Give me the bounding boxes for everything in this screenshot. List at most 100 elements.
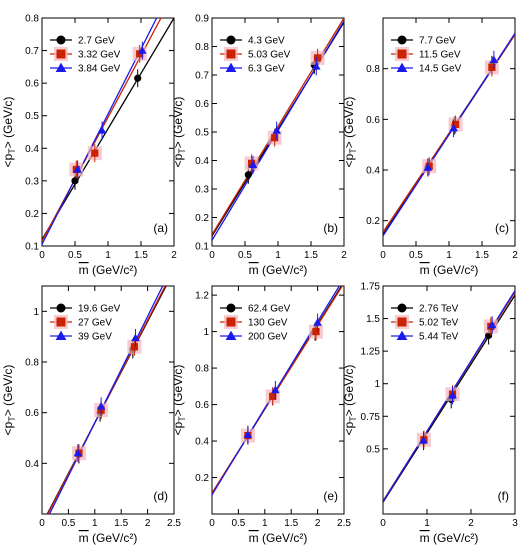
legend-marker	[226, 303, 236, 313]
y-tick-label: 0.7	[25, 46, 39, 57]
x-tick-label: 1.5	[284, 518, 298, 529]
legend-marker	[56, 303, 66, 313]
x-tick-label: 1	[424, 518, 430, 529]
y-axis-label-head: <p	[342, 153, 356, 167]
legend-entry: 5.02 TeV	[419, 318, 459, 329]
y-axis-label-head: <p	[171, 153, 185, 167]
x-axis-label-unit: (GeV/c²)	[89, 531, 138, 545]
panel-4: 0 0.5 1 1.5 2 2.5 0.4 0.6 0.8 1 19.6 GeV 27 GeV 39 G…	[1, 285, 181, 545]
y-tick-label: 0.4	[25, 459, 39, 470]
data-point	[71, 177, 79, 185]
legend-entry: 2.76 TeV	[419, 304, 459, 315]
x-axis-label-unit: (GeV/c²)	[259, 531, 308, 545]
x-tick-label: 0.5	[68, 250, 82, 261]
x-axis-label-symbol: m	[79, 531, 89, 545]
legend-entry: 3.32 GeV	[78, 50, 121, 61]
legend-entry: 3.84 GeV	[78, 64, 121, 75]
x-tick-label: 0	[209, 250, 215, 261]
data-point	[248, 160, 258, 168]
x-tick-label: 2	[512, 250, 518, 261]
y-tick-label: 0.2	[366, 216, 380, 227]
legend-marker	[55, 62, 67, 73]
data-point	[138, 46, 147, 54]
y-tick-label: 0.7	[195, 71, 209, 82]
y-axis-label: <pT> (GeV/c)	[1, 97, 17, 168]
data-point	[244, 171, 252, 179]
y-axis-label-head: <p	[1, 421, 15, 435]
legend-entry: 130 GeV	[248, 318, 288, 329]
panel-tag: (e)	[323, 489, 338, 503]
legend-entry: 39 GeV	[78, 332, 112, 343]
legend-marker	[226, 49, 236, 59]
panel-3: 0 0.5 1 1.5 2 0.2 0.4 0.6 0.8 7.7 GeV 11.5 GeV 14.5…	[342, 17, 518, 277]
legend-entry: 5.44 TeV	[419, 332, 459, 343]
y-tick-label: 1.75	[361, 282, 381, 293]
data-point	[312, 328, 320, 336]
x-tick-label: 0.5	[409, 250, 423, 261]
y-tick-label: 0.5	[25, 111, 39, 122]
legend-marker	[397, 317, 407, 327]
y-tick-label: 0.2	[195, 473, 209, 484]
panel-tag: (d)	[153, 489, 168, 503]
y-tick-label: 0.6	[195, 400, 209, 411]
data-point	[487, 320, 497, 329]
y-tick-label: 0.1	[195, 242, 209, 253]
data-point	[136, 50, 144, 58]
x-axis-label-unit: (GeV/c²)	[259, 263, 308, 277]
y-axis-label-subscript: T	[7, 416, 17, 422]
y-axis-label-head: <p	[342, 421, 356, 435]
legend-marker	[397, 35, 407, 45]
y-tick-label: 0.2	[25, 209, 39, 220]
y-axis-label-tail: > (GeV/c)	[1, 365, 15, 417]
fit-line-1	[42, 18, 174, 240]
legend-marker	[397, 49, 407, 59]
data-point	[448, 391, 457, 399]
data-point	[423, 163, 433, 171]
x-axis-label-symbol: m	[79, 263, 89, 277]
legend-marker	[397, 303, 407, 313]
legend-entry: 27 GeV	[78, 318, 112, 329]
y-tick-label: 0.3	[195, 185, 209, 196]
y-tick-label: 0.8	[195, 42, 209, 53]
fit-line-3	[212, 286, 341, 496]
legend-marker	[226, 35, 236, 45]
y-tick-label: 0.4	[366, 166, 380, 177]
data-point	[311, 62, 321, 70]
y-tick-label: 0.75	[361, 412, 381, 423]
x-axis-label: m (GeV/c²)	[420, 531, 479, 545]
data-point	[243, 430, 253, 438]
y-axis-label: <pT> (GeV/c)	[171, 97, 187, 168]
legend-entry: 5.03 GeV	[248, 50, 291, 61]
data-point	[419, 436, 428, 444]
fit-lines	[46, 286, 167, 514]
legend-marker	[56, 49, 66, 59]
x-tick-label: 0	[39, 518, 45, 529]
x-tick-label: 1	[262, 518, 268, 529]
x-axis-label-unit: (GeV/c²)	[89, 263, 138, 277]
x-tick-label: 2	[315, 518, 321, 529]
y-tick-label: 0.6	[25, 79, 39, 90]
x-axis-label-symbol: m	[249, 531, 259, 545]
data-point	[271, 134, 279, 142]
data-point	[452, 120, 460, 128]
y-tick-label: 0.4	[195, 156, 209, 167]
x-tick-label: 1.5	[134, 250, 148, 261]
x-axis-label-symbol: m	[420, 263, 430, 277]
plot-frame	[41, 285, 175, 515]
y-axis-label-tail: > (GeV/c)	[1, 97, 15, 149]
data-point	[449, 123, 458, 132]
data-point	[131, 333, 140, 342]
x-tick-label: 2	[468, 518, 474, 529]
panel-6: 0 1 2 3 0.5 0.75 1 1.25 1.5 1.75 2.76 TeV 5.02 TeV 5…	[342, 282, 518, 546]
y-axis-label-subscript: T	[177, 416, 187, 422]
y-axis-label: <pT> (GeV/c)	[342, 97, 358, 168]
y-axis-label-subscript: T	[177, 148, 187, 154]
x-axis-label: m (GeV/c²)	[420, 263, 479, 277]
y-axis-label-tail: > (GeV/c)	[171, 365, 185, 417]
data-point	[272, 126, 281, 134]
x-axis-label-unit: (GeV/c²)	[430, 263, 479, 277]
legend-marker	[225, 62, 237, 73]
y-tick-label: 0.6	[366, 115, 380, 126]
y-axis-label-tail: > (GeV/c)	[171, 97, 185, 149]
panel-tag: (b)	[323, 221, 338, 235]
